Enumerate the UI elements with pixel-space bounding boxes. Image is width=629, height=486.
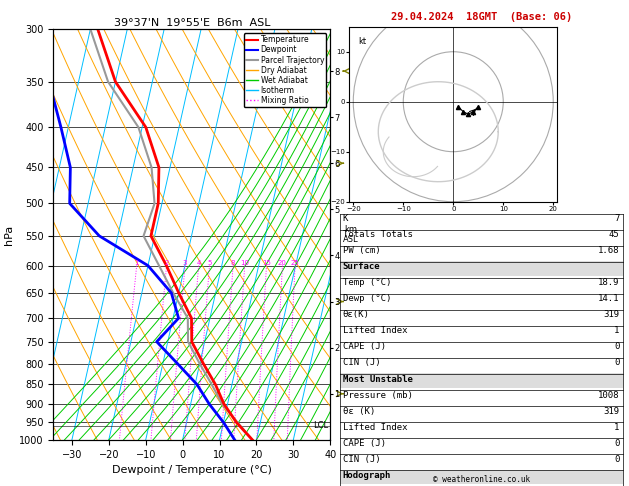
Text: 7: 7	[614, 214, 620, 223]
Text: 0: 0	[614, 343, 620, 351]
Legend: Temperature, Dewpoint, Parcel Trajectory, Dry Adiabat, Wet Adiabat, Isotherm, Mi: Temperature, Dewpoint, Parcel Trajectory…	[244, 33, 326, 107]
Text: 29.04.2024  18GMT  (Base: 06): 29.04.2024 18GMT (Base: 06)	[391, 12, 572, 22]
Text: 3: 3	[183, 260, 187, 265]
Y-axis label: km
ASL: km ASL	[343, 225, 359, 244]
Text: 0: 0	[614, 455, 620, 464]
Text: PW (cm): PW (cm)	[343, 246, 381, 255]
Text: 25: 25	[291, 260, 299, 265]
Text: CIN (J): CIN (J)	[343, 455, 381, 464]
Text: 45: 45	[609, 230, 620, 239]
Text: 5: 5	[208, 260, 212, 265]
Text: 319: 319	[603, 407, 620, 416]
Text: Lifted Index: Lifted Index	[343, 423, 408, 432]
Text: 14.1: 14.1	[598, 295, 620, 303]
Text: 1: 1	[135, 260, 139, 265]
Text: 2: 2	[164, 260, 169, 265]
X-axis label: Dewpoint / Temperature (°C): Dewpoint / Temperature (°C)	[112, 465, 272, 475]
Text: 319: 319	[603, 311, 620, 319]
Text: 1: 1	[614, 327, 620, 335]
Title: 39°37'N  19°55'E  B6m  ASL: 39°37'N 19°55'E B6m ASL	[114, 18, 270, 28]
Text: CIN (J): CIN (J)	[343, 359, 381, 367]
Text: 20: 20	[278, 260, 287, 265]
Y-axis label: hPa: hPa	[4, 225, 14, 244]
Text: LCL: LCL	[313, 421, 328, 431]
Text: 1: 1	[614, 423, 620, 432]
Text: CAPE (J): CAPE (J)	[343, 439, 386, 448]
Text: K: K	[343, 214, 348, 223]
Text: 0: 0	[614, 359, 620, 367]
Text: Temp (°C): Temp (°C)	[343, 278, 391, 287]
Text: 1008: 1008	[598, 391, 620, 399]
Text: kt: kt	[359, 37, 367, 46]
Text: Most Unstable: Most Unstable	[343, 375, 413, 383]
Text: 1.68: 1.68	[598, 246, 620, 255]
Text: Hodograph: Hodograph	[343, 471, 391, 480]
Text: © weatheronline.co.uk: © weatheronline.co.uk	[433, 474, 530, 484]
Text: 15: 15	[262, 260, 271, 265]
Text: Pressure (mb): Pressure (mb)	[343, 391, 413, 399]
Text: θε(K): θε(K)	[343, 311, 370, 319]
Text: 10: 10	[240, 260, 249, 265]
Text: θε (K): θε (K)	[343, 407, 375, 416]
Text: Lifted Index: Lifted Index	[343, 327, 408, 335]
Text: 18.9: 18.9	[598, 278, 620, 287]
Text: 4: 4	[196, 260, 201, 265]
Text: Dewp (°C): Dewp (°C)	[343, 295, 391, 303]
Text: Totals Totals: Totals Totals	[343, 230, 413, 239]
Text: CAPE (J): CAPE (J)	[343, 343, 386, 351]
Text: 8: 8	[231, 260, 235, 265]
Text: 0: 0	[614, 439, 620, 448]
Text: Surface: Surface	[343, 262, 381, 271]
